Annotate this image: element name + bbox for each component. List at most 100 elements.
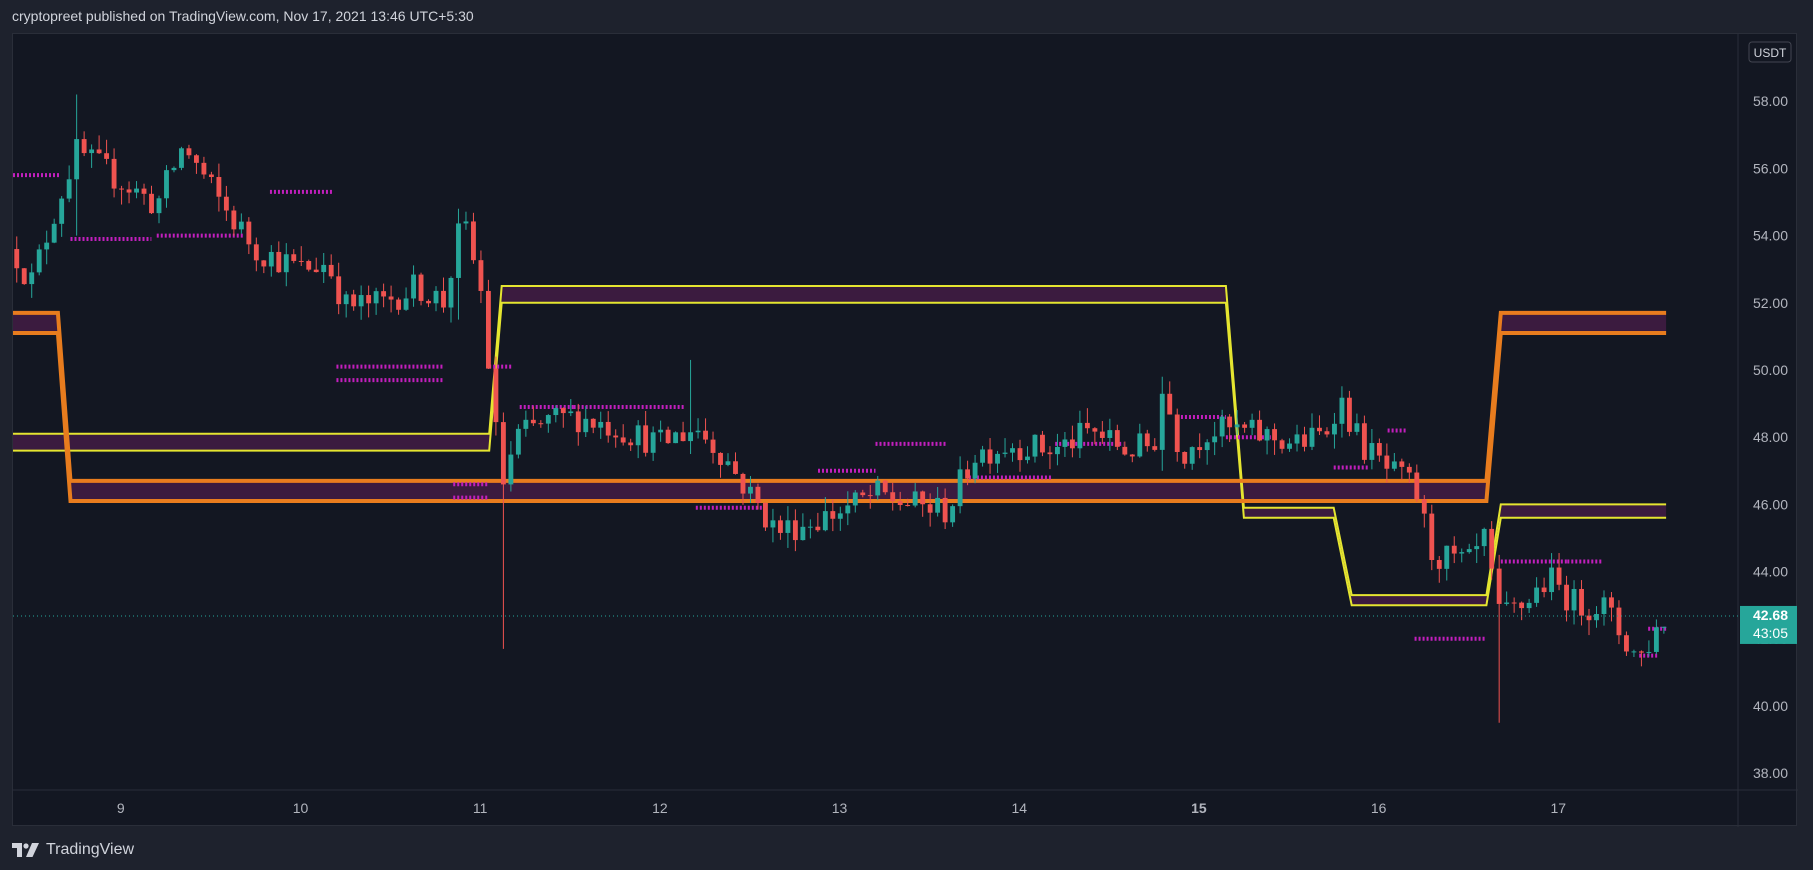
candle xyxy=(1025,446,1030,464)
candle xyxy=(897,491,903,511)
candle xyxy=(1189,446,1195,470)
candle xyxy=(553,405,559,423)
candle xyxy=(605,411,611,443)
candle xyxy=(1579,580,1584,626)
candle xyxy=(515,424,521,459)
footer-brand[interactable]: TradingView xyxy=(12,836,134,864)
candle xyxy=(1144,429,1150,452)
candle xyxy=(1646,640,1652,657)
candle xyxy=(1077,410,1083,459)
candle xyxy=(1624,631,1629,656)
candle xyxy=(164,165,169,208)
candle xyxy=(613,429,619,448)
candle xyxy=(59,196,65,237)
candle xyxy=(366,285,372,318)
candle xyxy=(1317,415,1322,435)
candle xyxy=(1129,454,1135,463)
candle xyxy=(179,146,184,171)
candle xyxy=(1346,390,1352,437)
candle xyxy=(1466,543,1472,554)
candlestick-series xyxy=(14,94,1667,723)
candle xyxy=(253,237,259,272)
candle xyxy=(995,450,1000,473)
candle xyxy=(1399,458,1405,481)
candle xyxy=(1010,443,1015,462)
time-axis[interactable]: 9 10 11 12 13 14 15 16 17 xyxy=(117,800,1566,816)
candle xyxy=(1459,548,1465,563)
candle xyxy=(500,412,506,649)
band-fill-0 xyxy=(13,286,1667,606)
time-tick-label: 14 xyxy=(1011,800,1027,816)
candle xyxy=(426,299,431,308)
candle xyxy=(478,250,484,304)
candle xyxy=(1451,536,1457,564)
candle xyxy=(1062,431,1068,457)
candle xyxy=(538,420,544,428)
candle xyxy=(1242,421,1248,433)
candle xyxy=(770,508,776,543)
candle xyxy=(1137,423,1143,458)
candle xyxy=(29,263,35,298)
candle xyxy=(1017,439,1023,472)
time-tick-label: 13 xyxy=(832,800,848,816)
candle xyxy=(1414,464,1420,502)
candle xyxy=(748,476,753,504)
candle xyxy=(1541,577,1547,598)
candle xyxy=(875,475,881,501)
candle xyxy=(74,94,80,236)
candle xyxy=(867,484,873,509)
candle xyxy=(411,265,416,307)
candle xyxy=(156,195,162,224)
candle xyxy=(231,205,237,236)
candle xyxy=(1249,413,1255,436)
candle xyxy=(1114,424,1120,451)
candle xyxy=(456,208,461,320)
candle xyxy=(650,426,656,461)
candle xyxy=(695,418,701,439)
candle xyxy=(441,277,446,313)
candle xyxy=(134,181,139,199)
candle xyxy=(740,472,746,505)
candle xyxy=(171,166,177,173)
price-axis[interactable]: 38.0040.0042.0044.0046.0048.0050.0052.00… xyxy=(1753,93,1788,781)
candle xyxy=(628,438,634,451)
candle xyxy=(1556,553,1562,591)
candle xyxy=(1174,408,1180,462)
candle xyxy=(1055,433,1060,466)
chart-pane[interactable]: 38.0040.0042.0044.0046.0048.0050.0052.00… xyxy=(12,33,1798,827)
candle xyxy=(351,289,357,311)
candle xyxy=(1526,598,1532,614)
candle xyxy=(1376,438,1382,462)
candle xyxy=(1219,409,1225,448)
chart-canvas[interactable]: 38.0040.0042.0044.0046.0048.0050.0052.00… xyxy=(13,34,1798,827)
candle xyxy=(560,407,566,428)
candle xyxy=(268,245,274,277)
candle xyxy=(1361,415,1367,464)
candle xyxy=(1212,421,1218,456)
candle xyxy=(388,285,394,313)
candle xyxy=(328,254,334,279)
candle xyxy=(1047,446,1053,470)
candle xyxy=(905,498,911,507)
price-tick-label: 48.00 xyxy=(1753,429,1788,445)
candle xyxy=(1294,424,1300,452)
candle xyxy=(1474,533,1480,564)
candle xyxy=(66,165,72,203)
publish-info: cryptopreet published on TradingView.com… xyxy=(12,8,474,24)
candle xyxy=(89,144,95,168)
candle xyxy=(381,283,387,308)
candle xyxy=(1481,527,1487,557)
candle xyxy=(1279,438,1285,454)
candle xyxy=(1152,438,1158,452)
candle xyxy=(283,243,289,287)
candle xyxy=(373,287,379,315)
candle xyxy=(763,502,768,531)
candle xyxy=(665,426,671,444)
current-price-badge: 42.68 43:05 xyxy=(1740,605,1797,644)
pivot-levels xyxy=(13,173,1667,658)
candle xyxy=(403,287,409,311)
candle xyxy=(777,515,783,540)
candle xyxy=(141,183,147,205)
currency-badge[interactable]: USDT xyxy=(1748,41,1792,63)
candle xyxy=(1369,429,1375,470)
